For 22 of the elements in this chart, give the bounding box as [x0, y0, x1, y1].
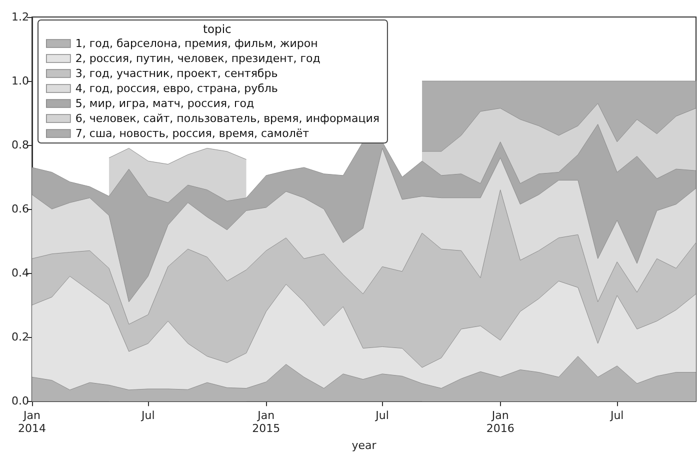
legend-label: 4, год, россия, евро, страна, рубль [75, 82, 278, 95]
x-tick-label: Jul [140, 409, 155, 422]
legend-label: 2, россия, путин, человек, президент, год [75, 52, 321, 65]
legend-label: 5, мир, игра, матч, россия, год [75, 97, 254, 110]
y-tick-label: 1.0 [12, 74, 29, 88]
legend-label: 6, человек, сайт, пользователь, время, информация [75, 112, 380, 125]
x-axis-title: year [352, 439, 377, 452]
legend-label: 3, год, участник, проект, сентябрь [75, 67, 278, 80]
y-tick-label: 0.2 [12, 330, 29, 344]
y-tick-label: 1.2 [12, 10, 29, 24]
y-tick-label: 0.0 [12, 394, 29, 408]
x-tick-label: Jan 2016 [486, 409, 514, 436]
legend-label: 7, сша, новость, россия, время, самолёт [75, 127, 310, 140]
legend-title: topic [203, 22, 232, 36]
x-tick-label: Jul [374, 409, 389, 422]
x-tick-label: Jul [609, 409, 624, 422]
legend-label: 1, год, барселона, премия, фильм, жирон [75, 37, 318, 50]
y-tick-label: 0.4 [12, 266, 29, 280]
x-tick-label: Jan 2015 [252, 409, 280, 436]
y-tick-label: 0.8 [12, 138, 29, 152]
x-tick-label: Jan 2014 [18, 409, 46, 436]
y-tick-label: 0.6 [12, 202, 29, 216]
